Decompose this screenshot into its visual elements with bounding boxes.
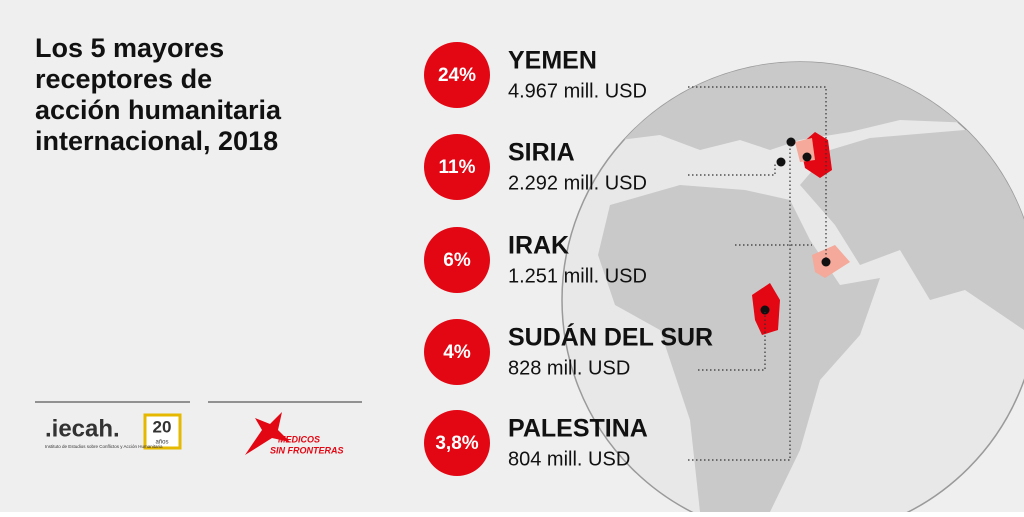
share: 11%: [439, 157, 476, 178]
share-badge: [424, 42, 490, 108]
country: SUDÁN DEL SUR: [508, 323, 713, 352]
share: 6%: [443, 250, 471, 271]
iecah-logo: .iecah. 20 años Instituto de Estudios so…: [45, 413, 182, 450]
share-badge: [424, 410, 490, 476]
amount: 4.967 mill. USD: [508, 80, 647, 102]
logo-years-unit: años: [155, 440, 168, 446]
logo-text: MEDICOS: [278, 434, 320, 444]
title-line: internacional, 2018: [35, 126, 278, 156]
title-line: acción humanitaria: [35, 95, 282, 125]
title: Los 5 mayores receptores de acción human…: [35, 33, 282, 156]
title-line: Los 5 mayores: [35, 33, 224, 63]
logo-subtitle: Instituto de Estudios sobre Conflictos y…: [45, 444, 163, 449]
share-badge: [424, 134, 490, 200]
msf-logo: MEDICOS SIN FRONTERAS: [245, 412, 344, 455]
share-badge: [424, 319, 490, 385]
share-badge: [424, 227, 490, 293]
title-line: receptores de: [35, 64, 212, 94]
share: 4%: [443, 342, 471, 363]
country: YEMEN: [508, 47, 597, 75]
amount: 1.251 mill. USD: [508, 265, 647, 287]
amount: 2.292 mill. USD: [508, 172, 647, 194]
logo-years: 20: [153, 417, 172, 436]
country: SIRIA: [508, 139, 575, 167]
logo-text: SIN FRONTERAS: [270, 445, 344, 455]
share: 3,8%: [435, 433, 478, 454]
amount: 804 mill. USD: [508, 448, 630, 470]
logo-text: .iecah.: [45, 415, 120, 442]
share: 24%: [438, 65, 476, 86]
items: 24% YEMEN 4.967 mill. USD 11% SIRIA 2.292 mil…: [424, 42, 713, 476]
yemen: [812, 245, 850, 278]
amount: 828 mill. USD: [508, 357, 630, 379]
country: PALESTINA: [508, 415, 648, 443]
country: IRAK: [508, 232, 569, 260]
